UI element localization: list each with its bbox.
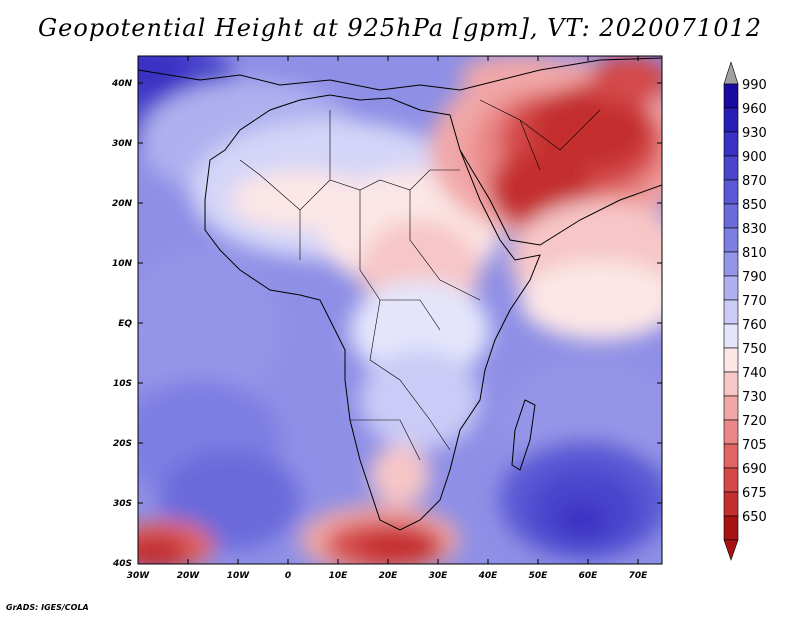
lon-label: 20E (379, 571, 399, 581)
lon-axis: 30W 20W 10W 0 10E 20E 30E 40E 50E 60E 70… (127, 56, 648, 581)
lat-label: 10N (112, 259, 133, 269)
lat-label: 20S (113, 439, 132, 449)
colorbar: 990 960 930 900 870 850 830 810 790 770 760 750 740 7… (723, 62, 767, 561)
colorbar-label: 900 (742, 150, 767, 165)
colorbar-box (723, 395, 739, 421)
colorbar-label: 705 (742, 438, 767, 453)
lat-label: 30S (113, 499, 132, 509)
lon-label: 20W (177, 571, 201, 581)
colorbar-top-arrow (723, 62, 739, 85)
lat-label: 10S (113, 379, 132, 389)
lon-label: 10W (227, 571, 251, 581)
colorbar-label: 870 (742, 174, 767, 189)
colorbar-label: 730 (742, 390, 767, 405)
colorbar-label: 770 (742, 294, 767, 309)
colorbar-box (723, 467, 739, 493)
colorbar-label: 810 (742, 246, 767, 261)
colorbar-bottom-arrow (723, 539, 739, 561)
map-frame (137, 55, 663, 565)
colorbar-box (723, 203, 739, 229)
colorbar-label: 830 (742, 222, 767, 237)
africa-coastline (204, 94, 541, 531)
colorbar-label: 760 (742, 318, 767, 333)
lon-label: 30E (429, 571, 449, 581)
colorbar-box (723, 491, 739, 517)
colorbar-box (723, 323, 739, 349)
colorbar-label: 850 (742, 198, 767, 213)
europe-coastline (138, 57, 662, 91)
lon-label: 40E (478, 571, 499, 581)
country-borders (239, 99, 601, 461)
colorbar-label: 930 (742, 126, 767, 141)
colorbar-label: 690 (742, 462, 767, 477)
lon-label: 70E (629, 571, 649, 581)
coastlines (138, 57, 662, 531)
lon-label: 30W (127, 571, 151, 581)
colorbar-boxes (723, 62, 739, 561)
colorbar-box (723, 371, 739, 397)
arabia-coastline (459, 149, 662, 246)
colorbar-label: 675 (742, 486, 767, 501)
colorbar-box (723, 347, 739, 373)
colorbar-label: 750 (742, 342, 767, 357)
colorbar-label: 740 (742, 366, 767, 381)
colorbar-box (723, 419, 739, 445)
colorbar-label: 720 (742, 414, 767, 429)
colorbar-box (723, 131, 739, 157)
lon-label: 0 (285, 571, 291, 581)
map-title: Geopotential Height at 925hPa [gpm], VT:… (38, 14, 762, 42)
colorbar-box (723, 443, 739, 469)
colorbar-box (723, 179, 739, 205)
colorbar-labels: 990 960 930 900 870 850 830 810 790 770 760 750 740 7… (742, 78, 767, 525)
lat-label: 40N (111, 79, 133, 89)
grads-credit: GrADS: IGES/COLA (6, 603, 89, 612)
lon-label: 50E (529, 571, 549, 581)
lat-axis: 40N 30N 20N 10N EQ 10S 20S 30S 40S (111, 79, 662, 569)
colorbar-label: 960 (742, 102, 767, 117)
colorbar-box (723, 227, 739, 253)
colorbar-box (723, 83, 739, 109)
lon-label: 60E (579, 571, 599, 581)
colorbar-box (723, 251, 739, 277)
colorbar-label: 790 (742, 270, 767, 285)
colorbar-box (723, 299, 739, 325)
lon-label: 10E (329, 571, 349, 581)
madagascar-coastline (511, 399, 536, 471)
colorbar-label: 650 (742, 510, 767, 525)
map-field (138, 56, 662, 564)
colorbar-label: 990 (742, 78, 767, 93)
colorbar-box (723, 155, 739, 181)
lat-label: EQ (118, 319, 132, 329)
lat-label: 40S (112, 559, 132, 569)
colorbar-box (723, 275, 739, 301)
colorbar-box (723, 107, 739, 133)
colorbar-box (723, 515, 739, 541)
lat-label: 30N (112, 139, 133, 149)
lat-label: 20N (112, 199, 133, 209)
